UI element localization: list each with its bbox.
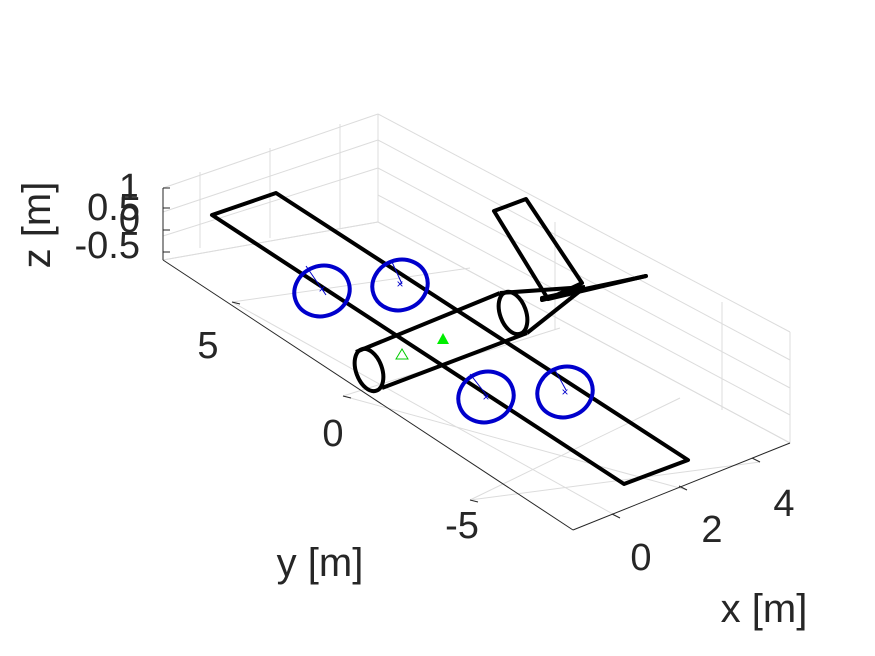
rotor-front-right: ×: [456, 369, 516, 425]
cg-marker: [437, 333, 449, 344]
vertical-tail: [492, 197, 584, 301]
axes-frame: [162, 187, 791, 531]
x-tick-label: 4: [773, 483, 794, 525]
fuselage: [352, 285, 587, 394]
y-tick-label: -5: [445, 505, 479, 547]
tail-boom-edge: [547, 274, 647, 301]
main-wing: [210, 191, 690, 486]
rotor-center-mark: ×: [482, 390, 489, 404]
rotors: × × × ×: [292, 257, 595, 425]
z-tick-label: -0.5: [75, 225, 140, 267]
x-tick-label: 0: [630, 537, 651, 579]
x-axis-label: x [m]: [721, 587, 808, 631]
reference-marker: [395, 348, 409, 360]
rotor-center-mark: ×: [561, 385, 568, 399]
x-tick-labels: 0 2 4: [630, 483, 794, 579]
z-tick-labels: 1 0.5 0 -0.5: [75, 167, 140, 267]
rotor-rear-left: ×: [370, 257, 430, 313]
y-tick-labels: 5 0 -5: [197, 325, 478, 547]
z-axis-label: z [m]: [15, 182, 59, 269]
y-tick-label: 5: [197, 325, 218, 367]
airframe: [210, 191, 690, 486]
rotor-center-mark: ×: [318, 282, 325, 296]
rotor-rear-right: ×: [535, 364, 595, 420]
x-tick-label: 2: [701, 509, 722, 551]
cg-markers: [395, 333, 449, 360]
grid: [162, 113, 791, 519]
z-tick-label: 0: [119, 199, 140, 241]
z-tick-label: 1: [119, 167, 140, 209]
y-tick-label: 0: [322, 413, 343, 455]
rotor-center-mark: ×: [396, 277, 403, 291]
y-axis-label: y [m]: [277, 541, 364, 585]
z-tick-label: 0.5: [87, 187, 140, 229]
rotor-front-left: ×: [292, 263, 352, 319]
